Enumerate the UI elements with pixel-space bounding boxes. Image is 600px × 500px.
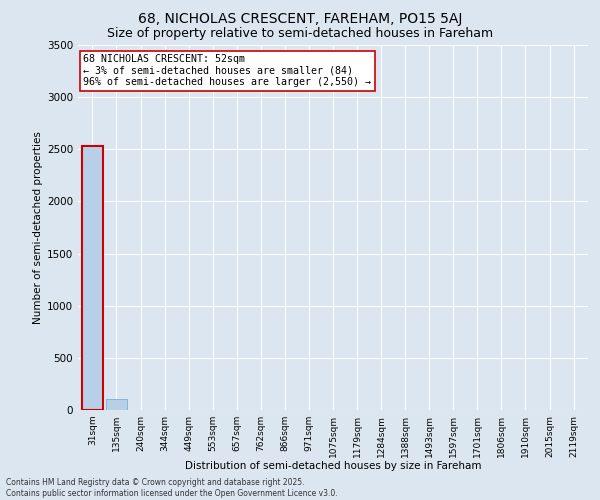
X-axis label: Distribution of semi-detached houses by size in Fareham: Distribution of semi-detached houses by … [185,461,481,471]
Text: Contains HM Land Registry data © Crown copyright and database right 2025.
Contai: Contains HM Land Registry data © Crown c… [6,478,338,498]
Bar [82,146,103,410]
Text: 68, NICHOLAS CRESCENT, FAREHAM, PO15 5AJ: 68, NICHOLAS CRESCENT, FAREHAM, PO15 5AJ [138,12,462,26]
Text: 68 NICHOLAS CRESCENT: 52sqm
← 3% of semi-detached houses are smaller (84)
96% of: 68 NICHOLAS CRESCENT: 52sqm ← 3% of semi… [83,54,371,88]
Y-axis label: Number of semi-detached properties: Number of semi-detached properties [33,131,43,324]
Text: Size of property relative to semi-detached houses in Fareham: Size of property relative to semi-detach… [107,28,493,40]
Bar [106,398,127,410]
